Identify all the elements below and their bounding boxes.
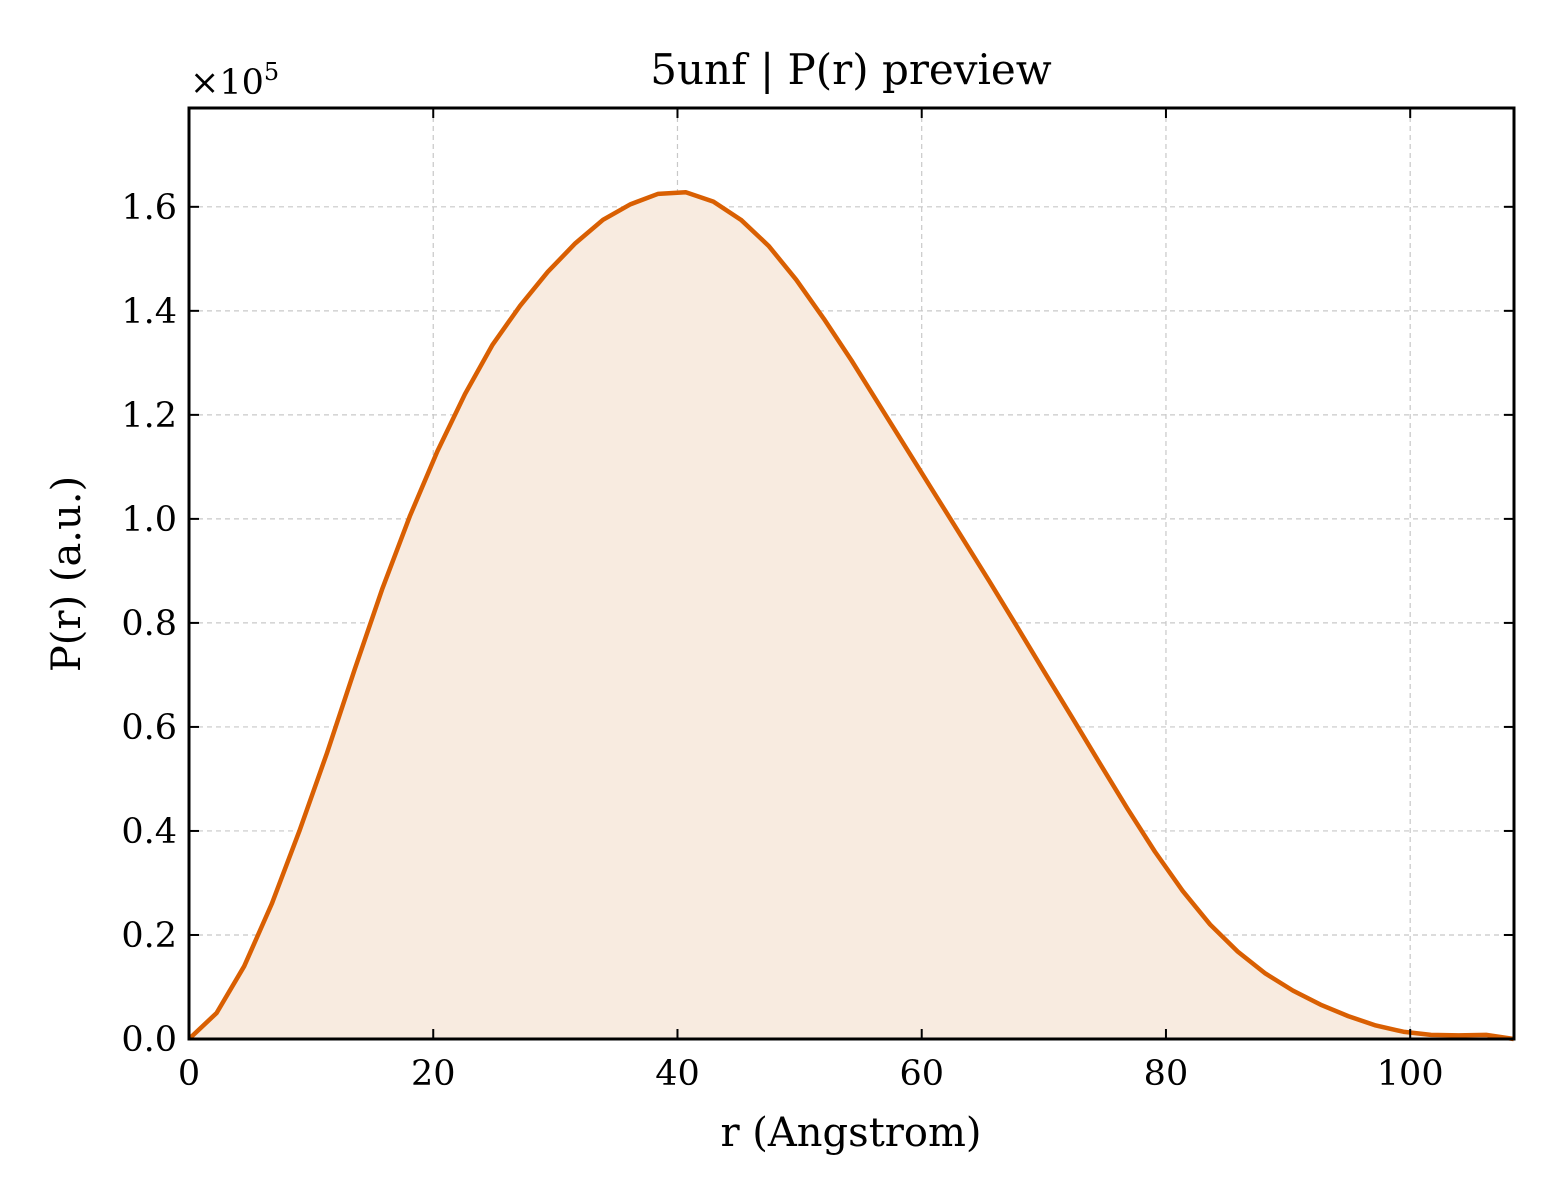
y-tick-label: 0.0: [121, 1020, 177, 1060]
x-tick-label: 80: [1144, 1054, 1189, 1094]
y-tick-label: 0.4: [121, 812, 177, 852]
x-axis-label: r (Angstrom): [720, 1110, 981, 1156]
y-tick-label: 1.4: [121, 292, 177, 332]
y-axis-multiplier: ×105: [190, 58, 279, 103]
y-axis-multiplier-exponent: 5: [264, 58, 279, 86]
y-tick-label: 1.0: [121, 500, 177, 540]
x-tick-label: 0: [178, 1054, 200, 1094]
y-tick-label: 0.6: [121, 708, 177, 748]
series-line: [187, 190, 1515, 1042]
x-tick-label: 40: [655, 1054, 700, 1094]
y-tick-label: 0.8: [121, 604, 177, 644]
y-tick-label: 1.2: [121, 396, 177, 436]
x-tick-label: 20: [411, 1054, 456, 1094]
x-tick-label: 60: [899, 1054, 944, 1094]
area-fill: [189, 192, 1514, 1039]
x-tick-label: 100: [1377, 1054, 1444, 1094]
plot-frame: [187, 106, 1516, 1041]
y-tick-label: 1.6: [121, 188, 177, 228]
chart-title: 5unf | P(r) preview: [650, 45, 1052, 94]
y-axis-label: P(r) (a.u.): [44, 476, 90, 672]
y-tick-label: 0.2: [121, 916, 177, 956]
ticks: 0 20 40 60 80 100 0.0 0.2 0.4 0.6 0.8 1.0 1.2 1.4 1.6: [121, 108, 1514, 1094]
y-axis-multiplier-base: ×10: [190, 63, 264, 103]
